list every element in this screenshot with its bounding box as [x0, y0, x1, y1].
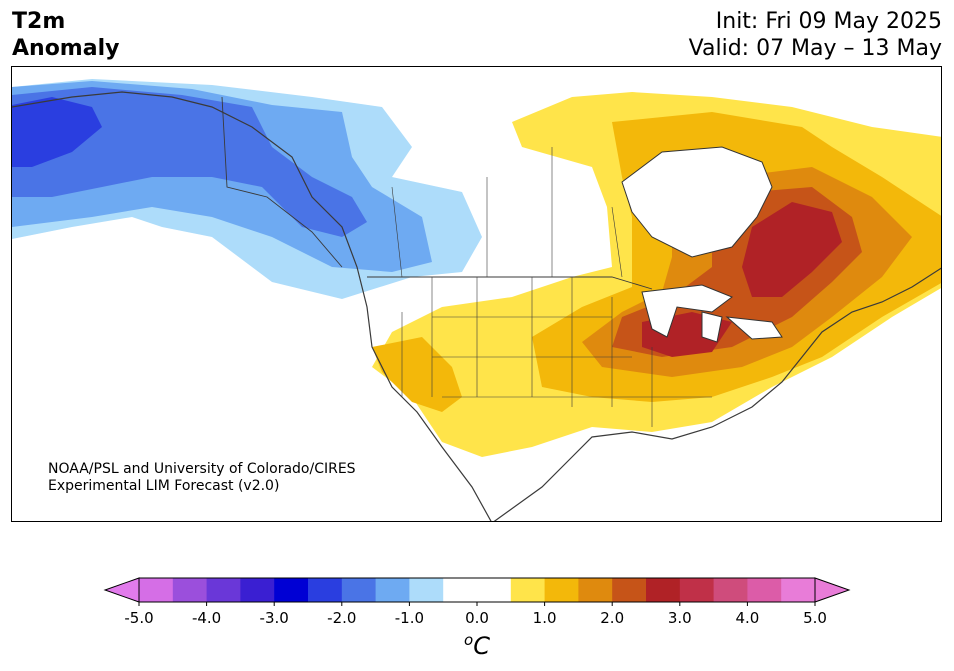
- colorbar-unit: oC: [0, 631, 954, 660]
- colorbar-bin: [172, 578, 208, 602]
- degree-symbol: o: [464, 631, 474, 649]
- map-canvas: [12, 79, 941, 521]
- colorbar-bin: [646, 578, 681, 602]
- colorbar-bin: [341, 578, 377, 602]
- warm-anomaly-mid2: [372, 337, 462, 412]
- colorbar-tick-label: 3.0: [668, 609, 692, 627]
- credit-line-2: Experimental LIM Forecast (v2.0): [48, 478, 280, 494]
- colorbar-bin: [274, 578, 309, 602]
- coastline: [12, 91, 941, 521]
- colorbar-bin: [544, 578, 579, 602]
- us-canada-border: [367, 276, 653, 290]
- colorbar-bin: [747, 578, 782, 602]
- colorbar-tick-label: -3.0: [260, 609, 289, 627]
- colorbar-bin: [308, 578, 343, 602]
- anomaly-map: [11, 66, 942, 522]
- colorbar-bin: [240, 578, 275, 602]
- colorbar-tick-label: 1.0: [533, 609, 557, 627]
- colorbar-tick-label: 4.0: [735, 609, 759, 627]
- alaska-border: [221, 96, 343, 268]
- init-date: Init: Fri 09 May 2025: [715, 9, 942, 34]
- great-lakes: [641, 284, 783, 343]
- colorbar-bin: [510, 578, 546, 602]
- anomaly-label: Anomaly: [12, 36, 120, 61]
- colorbar-canvas: -5.0 -4.0 -3.0 -2.0 -1.0 0.0 1.0 2.0 3.0 4.0 5.0: [103, 577, 851, 627]
- colorbar-tick-label: 5.0: [803, 609, 827, 627]
- colorbar-bin: [375, 578, 410, 602]
- colorbar-bin: [781, 578, 816, 602]
- date-info: Init: Fri 09 May 2025 Valid: 07 May – 13…: [689, 8, 942, 62]
- map-title: T2m Anomaly: [12, 8, 119, 62]
- colorbar-under-arrow: [103, 577, 140, 603]
- colorbar-bin: [139, 578, 174, 602]
- unit-letter: C: [473, 632, 490, 660]
- colorbar-bin: [477, 578, 512, 602]
- colorbar-tick-label: -5.0: [124, 609, 153, 627]
- valid-range: Valid: 07 May – 13 May: [688, 36, 942, 61]
- colorbar-tick-label: 2.0: [600, 609, 624, 627]
- colorbar-bin: [612, 578, 647, 602]
- warm-anomaly-core: [742, 202, 842, 297]
- colorbar-tick-label: -1.0: [395, 609, 424, 627]
- colorbar-bin: [679, 578, 715, 602]
- colorbar-bin: [206, 578, 241, 602]
- state-borders: [401, 277, 712, 427]
- colorbar-tick-label: -4.0: [192, 609, 221, 627]
- colorbar-bin: [409, 578, 444, 602]
- cold-anomaly-core: [12, 97, 102, 167]
- colorbar-over-arrow: [814, 577, 851, 603]
- colorbar-tick-label: -2.0: [327, 609, 356, 627]
- credit-text: NOAA/PSL and University of Colorado/CIRE…: [48, 461, 356, 495]
- colorbar-bin: [713, 578, 748, 602]
- credit-line-1: NOAA/PSL and University of Colorado/CIRE…: [48, 461, 356, 477]
- colorbar: -5.0 -4.0 -3.0 -2.0 -1.0 0.0 1.0 2.0 3.0 4.0 5.0: [0, 576, 954, 671]
- hudson-bay: [621, 146, 773, 258]
- colorbar-bin: [443, 578, 478, 602]
- province-borders: [391, 147, 623, 278]
- variable-label: T2m: [12, 9, 66, 34]
- colorbar-tick-label: 0.0: [465, 609, 489, 627]
- colorbar-bin: [578, 578, 613, 602]
